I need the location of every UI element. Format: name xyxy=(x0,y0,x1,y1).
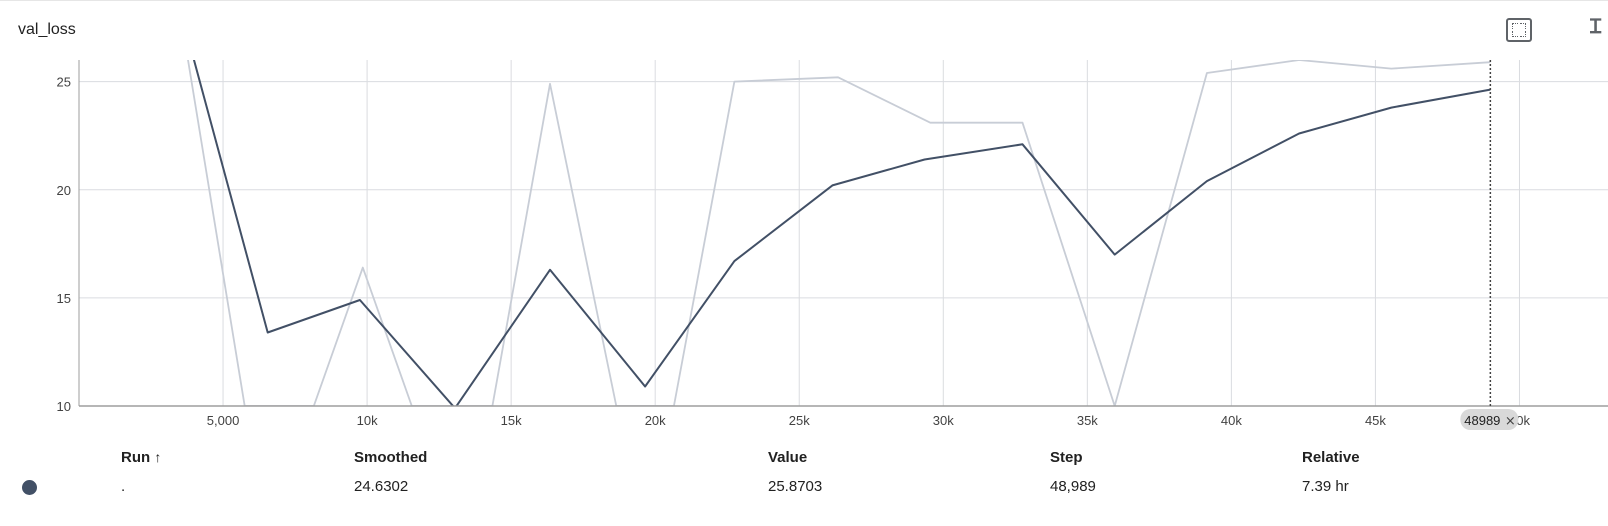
top-divider xyxy=(0,0,1608,1)
x-tick-label: 15k xyxy=(501,413,522,428)
x-tick-label: 45k xyxy=(1365,413,1386,428)
sort-ascending-icon: ↑ xyxy=(154,449,162,465)
column-header-run[interactable]: Run ↑ xyxy=(121,449,162,466)
run-color-dot xyxy=(22,480,37,495)
close-icon[interactable]: × xyxy=(1505,414,1516,429)
column-header-value[interactable]: Value xyxy=(768,449,808,466)
y-tick-label: 25 xyxy=(57,75,71,90)
chart-card-title: val_loss xyxy=(18,21,76,38)
column-header-relative[interactable]: Relative xyxy=(1302,449,1360,466)
y-tick-label: 20 xyxy=(57,183,71,198)
fullscreen-icon[interactable] xyxy=(1506,18,1532,42)
x-tick-label: 35k xyxy=(1077,413,1098,428)
x-tick-label: 40k xyxy=(1221,413,1242,428)
row-value: 25.8703 xyxy=(768,478,823,495)
val-loss-line-chart[interactable]: 5,000 10k 15k 20k 25k 30k 35k 40k 45k 50k10152025… xyxy=(0,0,1608,440)
x-tick-label: 10k xyxy=(357,413,378,428)
hover-overlay: 48989 × xyxy=(1460,60,1519,430)
x-tick-label: 20k xyxy=(645,413,666,428)
row-run-name: . xyxy=(121,478,126,495)
y-tick-label: 15 xyxy=(57,291,71,306)
row-smoothed-value: 24.6302 xyxy=(354,478,409,495)
x-tick-label: 30k xyxy=(933,413,954,428)
plot-area xyxy=(187,60,1491,406)
row-relative-time: 7.39 hr xyxy=(1302,478,1349,495)
x-tick-label: 5,000 xyxy=(207,413,240,428)
row-step: 48,989 xyxy=(1050,478,1096,495)
x-tick-label: 25k xyxy=(789,413,810,428)
hover-step-chip xyxy=(1460,409,1519,430)
column-header-smoothed[interactable]: Smoothed xyxy=(354,449,428,466)
hover-step-label: 48989 xyxy=(1464,413,1500,428)
y-tick-label: 10 xyxy=(57,399,71,414)
raw-series-line xyxy=(187,60,1491,406)
data-table-icon[interactable]: Ɪ xyxy=(1590,16,1602,38)
smoothed-series-line xyxy=(192,60,1491,406)
column-header-step[interactable]: Step xyxy=(1050,449,1083,466)
